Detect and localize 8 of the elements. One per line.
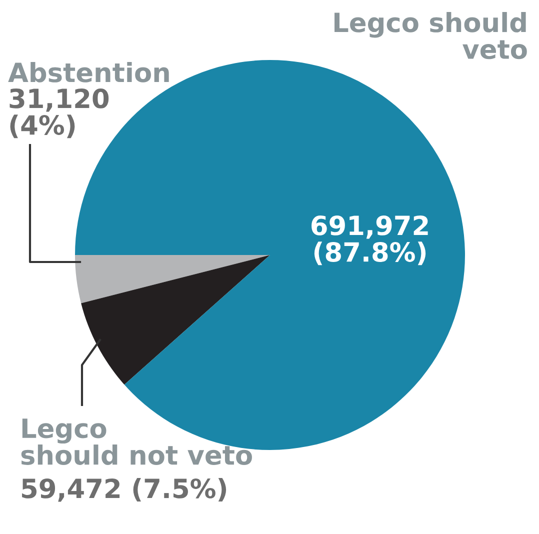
slice-label: Legco should not veto xyxy=(21,418,252,465)
data-label: 31,120 (4%) xyxy=(10,88,109,138)
data-label: 59,472 (7.5%) xyxy=(22,478,226,502)
slice-label: Abstention xyxy=(8,62,169,82)
data-label: 691,972 (87.8%) xyxy=(312,215,428,266)
slice-label: Legco should veto xyxy=(334,12,527,60)
pie-slice xyxy=(75,255,270,304)
pie-slice xyxy=(81,255,270,385)
